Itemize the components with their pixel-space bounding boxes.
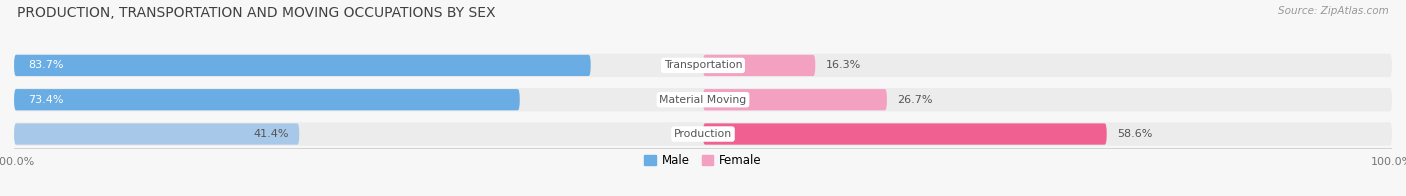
FancyBboxPatch shape — [14, 122, 1392, 146]
Text: 26.7%: 26.7% — [897, 95, 932, 105]
FancyBboxPatch shape — [703, 123, 1107, 145]
Text: Source: ZipAtlas.com: Source: ZipAtlas.com — [1278, 6, 1389, 16]
Legend: Male, Female: Male, Female — [644, 154, 762, 167]
Text: Production: Production — [673, 129, 733, 139]
FancyBboxPatch shape — [14, 88, 1392, 111]
FancyBboxPatch shape — [703, 55, 815, 76]
FancyBboxPatch shape — [14, 123, 299, 145]
FancyBboxPatch shape — [703, 89, 887, 110]
Text: PRODUCTION, TRANSPORTATION AND MOVING OCCUPATIONS BY SEX: PRODUCTION, TRANSPORTATION AND MOVING OC… — [17, 6, 495, 20]
Text: Material Moving: Material Moving — [659, 95, 747, 105]
Text: Transportation: Transportation — [664, 60, 742, 70]
Text: 83.7%: 83.7% — [28, 60, 63, 70]
Text: 41.4%: 41.4% — [253, 129, 290, 139]
FancyBboxPatch shape — [14, 55, 591, 76]
Text: 16.3%: 16.3% — [825, 60, 860, 70]
Text: 73.4%: 73.4% — [28, 95, 63, 105]
FancyBboxPatch shape — [14, 54, 1392, 77]
FancyBboxPatch shape — [14, 89, 520, 110]
Text: 58.6%: 58.6% — [1116, 129, 1153, 139]
